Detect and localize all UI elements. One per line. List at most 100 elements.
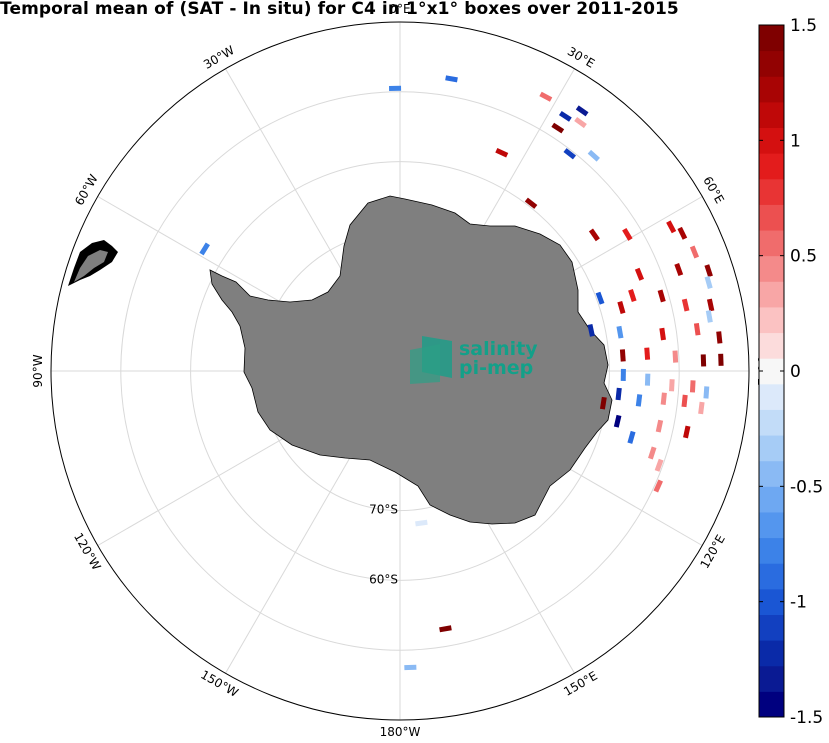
data-cell [439,625,452,633]
data-cell [689,245,700,259]
data-cell [627,430,636,444]
data-cell [199,242,210,256]
data-cell [617,301,626,314]
colorbar-band [759,511,784,539]
data-cell [659,327,666,341]
data-cell [389,85,402,91]
colorbar-tick-label: -1 [790,593,807,613]
colorbar-bands [759,25,784,718]
colorbar-band [759,25,784,52]
data-cell [524,197,538,209]
lat-label: 60°S [369,572,398,586]
data-cell [619,349,626,362]
colorbar-band [759,614,784,641]
data-cell [704,276,713,289]
lon-label: 90°W [31,354,45,387]
colorbar-tick-label: -0.5 [790,477,823,497]
colorbar-band [759,691,784,718]
colorbar-band [759,665,784,692]
colorbar-band [759,178,784,205]
logo-text: salinity pi-mep [459,340,538,378]
data-cell [677,226,688,240]
data-cell [620,368,626,381]
lat-label: 70°S [369,503,398,517]
colorbar-band [759,486,784,513]
logo-mark [410,336,452,384]
data-cell [700,354,707,367]
data-cell [716,331,723,344]
data-cell [683,425,691,439]
data-cell [563,148,577,160]
data-cell [415,519,428,527]
colorbar-tick-label: 0 [790,362,801,382]
data-cell [705,310,713,323]
data-cell [622,227,633,241]
colorbar-band [759,358,784,385]
colorbar-band [759,255,784,282]
colorbar-band [759,640,784,667]
colorbar-band [759,332,784,359]
south-america-land-shading [74,250,108,282]
colorbar-band [759,383,784,410]
colorbar-band [759,563,784,590]
data-cell [718,353,724,366]
colorbar-band [759,50,784,77]
data-cell [689,380,696,393]
chart-title: Temporal mean of (SAT - In situ) for C4 … [0,0,679,19]
data-cell [615,387,622,401]
data-cell [539,91,553,102]
data-cell [599,396,607,410]
data-cell [674,263,684,277]
data-cell [704,264,713,278]
data-cell [644,373,651,386]
colorbar-tick-label: 1.5 [790,16,817,36]
logo-line-1: salinity [459,338,538,360]
data-cell [669,379,675,392]
data-cell [654,458,664,472]
map-frame [50,21,750,721]
colorbar-band [759,588,784,615]
data-cell [666,220,677,234]
data-cell [558,110,572,122]
data-cell [628,289,637,302]
data-cells [199,75,724,671]
data-cell [693,322,701,336]
data-cell [574,116,587,129]
data-cell [613,414,622,428]
colorbar-band [759,281,784,308]
data-cell [653,479,663,493]
colorbar-band [759,537,784,564]
lon-label: 180°W [380,725,421,739]
data-cell [681,298,690,312]
colorbar-tick-label: 1 [790,131,801,151]
data-cell [445,75,458,83]
lon-label: 0°E [389,2,410,16]
data-cell [588,228,600,242]
data-cell [698,401,705,415]
colorbar-ticks: -1.5 -1 -0.5 0 0.5 1 1.5 [759,16,823,728]
colorbar-band [759,76,784,103]
colorbar-band [759,153,784,180]
data-cell [595,291,605,305]
logo-line-2: pi-mep [459,357,534,379]
data-cell [587,149,600,162]
colorbar-band [759,435,784,462]
data-cell [616,325,624,339]
data-cell [672,350,679,363]
data-cell [655,419,664,433]
colorbar-band [759,127,784,154]
colorbar-tick-label: 0.5 [790,247,817,267]
colorbar-band [759,230,784,257]
data-cell [657,289,666,303]
colorbar-tick-label: -1.5 [790,708,823,728]
data-cell [575,105,589,117]
data-cell [551,122,565,134]
data-cell [404,664,417,671]
data-cell [635,394,643,407]
colorbar-band [759,306,784,334]
data-cell [634,267,645,281]
colorbar-band [759,204,784,231]
data-cell [660,392,667,405]
